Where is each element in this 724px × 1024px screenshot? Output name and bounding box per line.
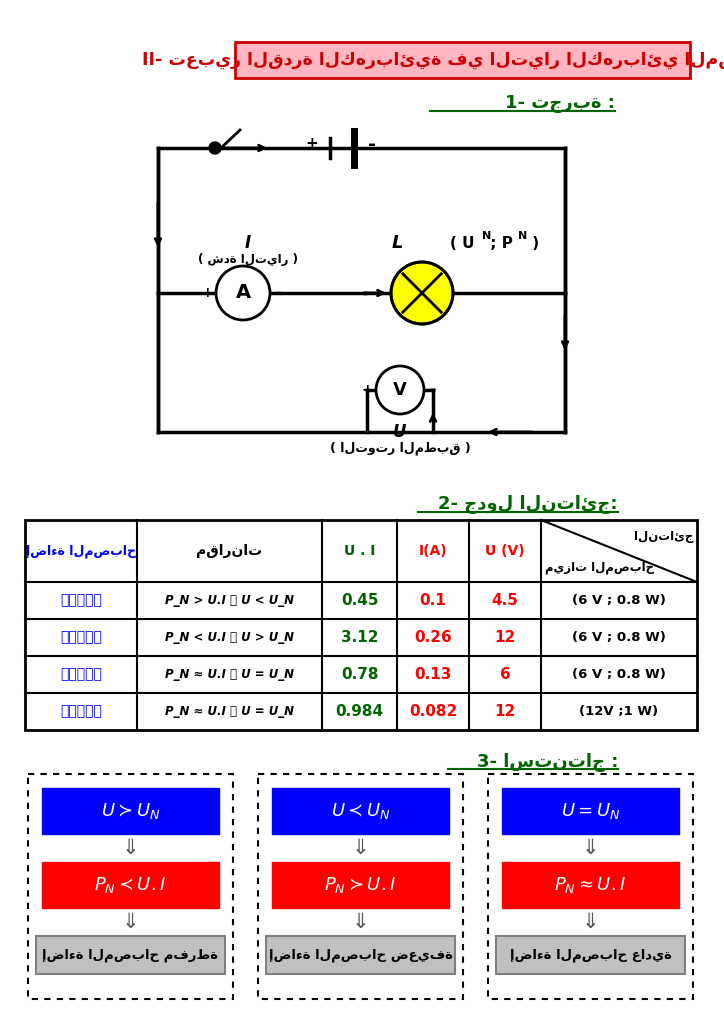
Text: N: N (482, 231, 492, 241)
Text: I(A): I(A) (418, 544, 447, 558)
Text: النتائج: النتائج (634, 530, 693, 543)
Bar (42, 862, 219, 908)
Text: 0.984: 0.984 (335, 705, 384, 719)
Text: ( شدة التيار ): ( شدة التيار ) (198, 253, 298, 265)
Bar (496, 936, 685, 974)
Text: إضاءة المصباح ضعيفة: إضاءة المصباح ضعيفة (269, 948, 452, 962)
Text: ⇓: ⇓ (582, 838, 599, 858)
Text: +: + (306, 136, 319, 152)
Bar (36, 936, 225, 974)
Text: +: + (201, 286, 213, 300)
Bar (502, 788, 679, 834)
Text: U: U (393, 423, 407, 441)
Text: P_N > U.I و U < U_N: P_N > U.I و U < U_N (165, 594, 294, 607)
Bar (272, 862, 449, 908)
Text: 3.12: 3.12 (341, 630, 378, 645)
Circle shape (391, 262, 453, 324)
Text: عادية: عادية (60, 705, 102, 719)
Text: عادية: عادية (60, 668, 102, 682)
Text: (12V ;1 W): (12V ;1 W) (579, 705, 659, 718)
Text: 2- جدول النتائج:: 2- جدول النتائج: (439, 496, 618, 514)
Circle shape (216, 266, 270, 319)
Text: مقارنات: مقارنات (196, 544, 263, 558)
Text: 12: 12 (494, 705, 515, 719)
Text: ⇓: ⇓ (352, 912, 369, 932)
Circle shape (376, 366, 424, 414)
Text: $P_N \approx U.I$: $P_N \approx U.I$ (555, 874, 626, 895)
Text: 0.082: 0.082 (409, 705, 457, 719)
Text: مفرطة: مفرطة (60, 631, 102, 644)
Text: (6 V ; 0.8 W): (6 V ; 0.8 W) (572, 594, 666, 607)
Text: L: L (391, 234, 403, 252)
Text: +: + (361, 383, 373, 397)
Text: $P_N \succ U.I$: $P_N \succ U.I$ (324, 874, 397, 895)
Bar (25, 520, 697, 730)
Text: P_N ≈ U.I و U = U_N: P_N ≈ U.I و U = U_N (165, 668, 294, 681)
Text: $U \prec U_N$: $U \prec U_N$ (331, 801, 390, 821)
Text: U . I: U . I (344, 544, 375, 558)
Text: إضاءة المصباح مفرطة: إضاءة المصباح مفرطة (43, 948, 219, 962)
Text: ⇓: ⇓ (582, 912, 599, 932)
Circle shape (209, 142, 221, 154)
Text: I: I (245, 234, 251, 252)
Text: A: A (235, 284, 251, 302)
Bar (272, 788, 449, 834)
Text: P_N ≈ U.I و U = U_N: P_N ≈ U.I و U = U_N (165, 705, 294, 718)
Text: 3- استنتاج :: 3- استنتاج : (476, 753, 618, 771)
Text: ⇓: ⇓ (122, 912, 139, 932)
Text: (6 V ; 0.8 W): (6 V ; 0.8 W) (572, 668, 666, 681)
Bar (42, 788, 219, 834)
Text: -: - (368, 134, 376, 154)
Text: II- تعبير القدرة الكهربائية في التيار الكهربائي المستمر: II- تعبير القدرة الكهربائية في التيار ال… (143, 51, 724, 69)
Text: ميزات المصباح: ميزات المصباح (545, 561, 654, 574)
Text: 0.45: 0.45 (341, 593, 378, 608)
Text: ⇓: ⇓ (352, 838, 369, 858)
Text: ⇓: ⇓ (122, 838, 139, 858)
Text: 1- تجربة :: 1- تجربة : (505, 95, 615, 113)
Text: 0.13: 0.13 (414, 667, 452, 682)
Text: ( التوتر المطبق ): ( التوتر المطبق ) (329, 441, 471, 455)
Text: 12: 12 (494, 630, 515, 645)
Text: U (V): U (V) (485, 544, 525, 558)
Text: (6 V ; 0.8 W): (6 V ; 0.8 W) (572, 631, 666, 644)
Bar (28, 774, 233, 999)
Text: 0.78: 0.78 (341, 667, 378, 682)
Text: $P_N \prec U.I$: $P_N \prec U.I$ (94, 874, 167, 895)
Text: $U \succ U_N$: $U \succ U_N$ (101, 801, 160, 821)
Text: 6: 6 (500, 667, 510, 682)
Text: ( U: ( U (450, 236, 474, 251)
Bar (235, 42, 690, 78)
Text: إضاءة المصباح عادية: إضاءة المصباح عادية (510, 948, 671, 962)
Text: $U = U_N$: $U = U_N$ (560, 801, 620, 821)
Text: ضعيفة: ضعيفة (60, 594, 102, 607)
Bar (266, 936, 455, 974)
Text: -: - (429, 381, 437, 399)
Text: 4.5: 4.5 (492, 593, 518, 608)
Bar (258, 774, 463, 999)
Bar (488, 774, 693, 999)
Text: ; P: ; P (485, 236, 513, 251)
Text: P_N < U.I و U > U_N: P_N < U.I و U > U_N (165, 631, 294, 644)
Text: 0.1: 0.1 (420, 593, 447, 608)
Text: 0.26: 0.26 (414, 630, 452, 645)
Text: V: V (393, 381, 407, 399)
Text: ): ) (527, 236, 539, 251)
Text: -: - (275, 284, 283, 302)
Text: إضاءة المصباح: إضاءة المصباح (26, 544, 136, 558)
Bar (502, 862, 679, 908)
Text: N: N (518, 231, 528, 241)
